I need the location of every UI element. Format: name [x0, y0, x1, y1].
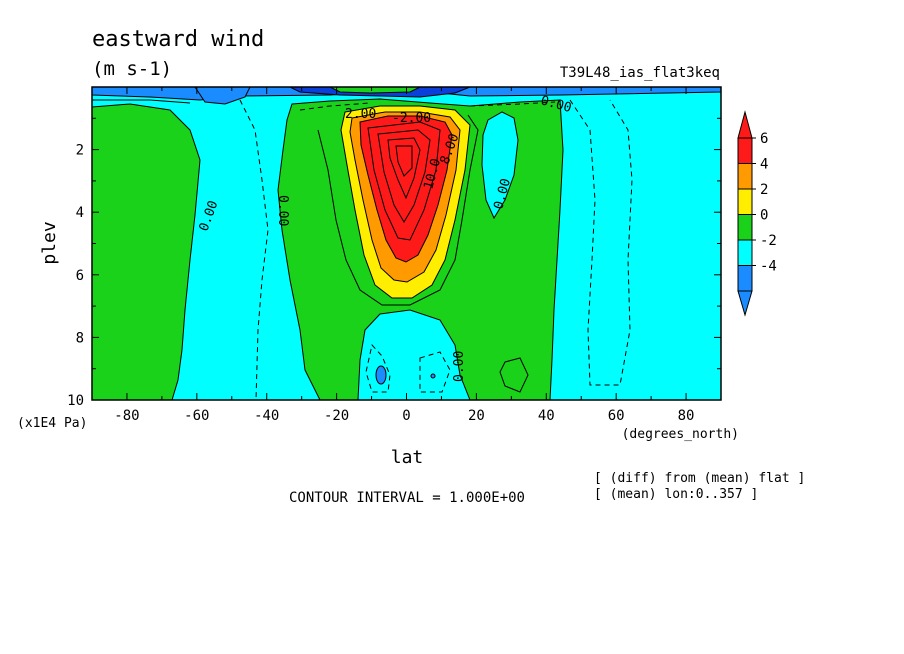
x-tick-label: -20 [324, 408, 349, 424]
contour-field: 0.00 0.00 0.00 0.00 0.00 10.0 8.00 2.00 … [92, 87, 721, 400]
colorbar-segment [737, 163, 753, 190]
colorbar-segment [737, 265, 753, 292]
x-tick-label: 60 [608, 408, 625, 424]
colorbar-segment [737, 214, 753, 241]
colorbar-tick-label: 0 [760, 208, 768, 224]
region-negative-tongue [481, 111, 519, 220]
contour-interval: CONTOUR INTERVAL = 1.000E+00 [289, 490, 525, 506]
note-diff: [ (diff) from (mean) flat ] [594, 471, 805, 486]
chart-units: (m s-1) [92, 58, 172, 80]
contour-label: 0.00 [452, 351, 467, 382]
x-tick-label: 40 [538, 408, 555, 424]
colorbar-segment [737, 137, 753, 164]
x-tick-label: -40 [254, 408, 279, 424]
colorbar-tick-label: 4 [760, 157, 768, 173]
region-top-positive [329, 87, 421, 94]
y-tick-label: 10 [67, 393, 84, 409]
x-tick-label: 80 [678, 408, 695, 424]
colorbar-tick-label: 2 [760, 182, 768, 198]
x-axis: -80 -60 -40 -20 0 20 40 60 80 [91, 87, 722, 424]
colorbar-tick-label: -4 [760, 259, 777, 275]
blob-negative-2 [430, 373, 436, 379]
y-tick-label: 2 [76, 143, 84, 159]
colorbar-segment [737, 188, 753, 215]
y-axis-units: (x1E4 Pa) [17, 416, 87, 431]
contour-label: -2.00 [392, 111, 431, 126]
x-axis-label: lat [391, 447, 424, 468]
run-label: T39L48_ias_flat3keq [560, 65, 720, 81]
colorbar-tick-label: -2 [760, 233, 777, 249]
y-tick-label: 6 [76, 268, 84, 284]
chart-title: eastward wind [92, 27, 264, 52]
x-tick-label: 0 [402, 408, 410, 424]
y-tick-label: 8 [76, 330, 84, 346]
x-tick-label: 20 [468, 408, 485, 424]
x-tick-label: -60 [184, 408, 209, 424]
y-axis-label: plev [39, 221, 60, 264]
colorbar-segment [737, 239, 753, 266]
y-axis: 2 4 6 8 10 [67, 117, 721, 409]
contour-label: 2.00 [345, 107, 376, 122]
region-top-blue-left [194, 87, 251, 105]
x-tick-label: -80 [114, 408, 139, 424]
y-tick-label: 4 [76, 205, 84, 221]
jet-red [359, 115, 453, 263]
colorbar-tick-label: 6 [760, 131, 768, 147]
colorbar: 6 4 2 0 -2 -4 [737, 110, 777, 317]
contour-label: 0.00 [275, 195, 290, 226]
contour-labels: 0.00 0.00 0.00 0.00 0.00 10.0 8.00 2.00 … [197, 93, 573, 382]
x-axis-units: (degrees_north) [622, 427, 739, 442]
thin-contours [92, 99, 529, 393]
colorbar-extend-top [737, 110, 753, 139]
colorbar-extend-bottom [737, 290, 753, 317]
jet-inner-contours [367, 121, 441, 241]
blob-negative-1 [375, 365, 387, 385]
region-positive-left [92, 103, 201, 400]
dashed-contours [239, 99, 633, 400]
note-mean: [ (mean) lon:0..357 ] [594, 487, 758, 502]
